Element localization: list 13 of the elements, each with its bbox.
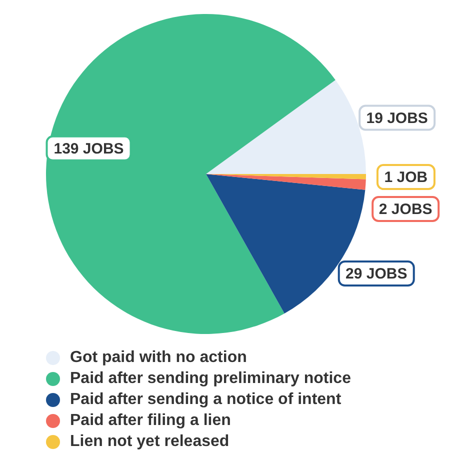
- data-label: 2 JOBS: [378, 201, 432, 218]
- pie-slice: [206, 174, 366, 190]
- data-label: 19 JOBS: [366, 110, 428, 127]
- legend-label: Lien not yet released: [70, 432, 230, 450]
- pie-slice: [206, 80, 366, 174]
- pie-slice: [46, 14, 336, 334]
- legend-label: Paid after sending a notice of intent: [70, 390, 342, 408]
- data-label: 139 JOBS: [54, 140, 124, 158]
- data-label: 29 JOBS: [346, 266, 408, 283]
- legend-label: Got paid with no action: [70, 348, 247, 366]
- legend-label: Paid after filing a lien: [70, 412, 231, 430]
- legend-label: Paid after sending preliminary notice: [70, 370, 351, 388]
- data-label: 1 JOB: [384, 169, 428, 186]
